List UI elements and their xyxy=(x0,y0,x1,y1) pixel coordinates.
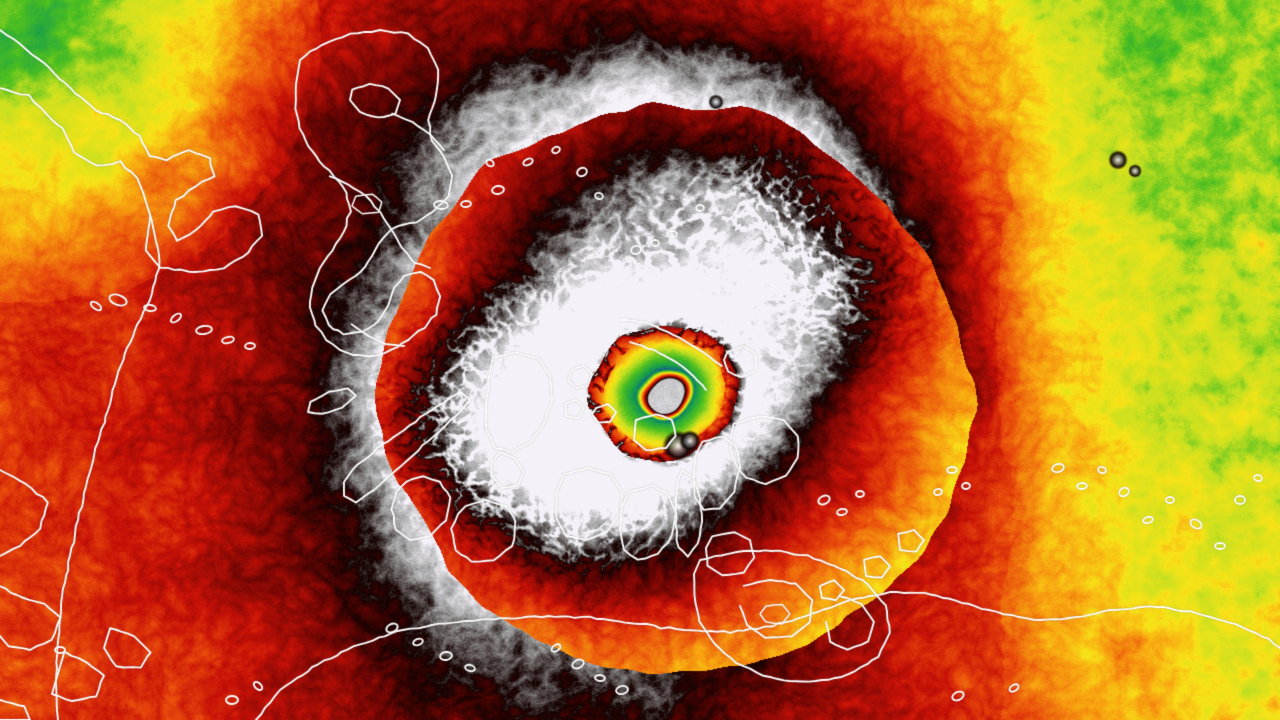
satellite-image-viewer: Enhanced infrared satellite image of an … xyxy=(0,0,1280,720)
enhanced-ir-satellite-image xyxy=(0,0,1280,720)
